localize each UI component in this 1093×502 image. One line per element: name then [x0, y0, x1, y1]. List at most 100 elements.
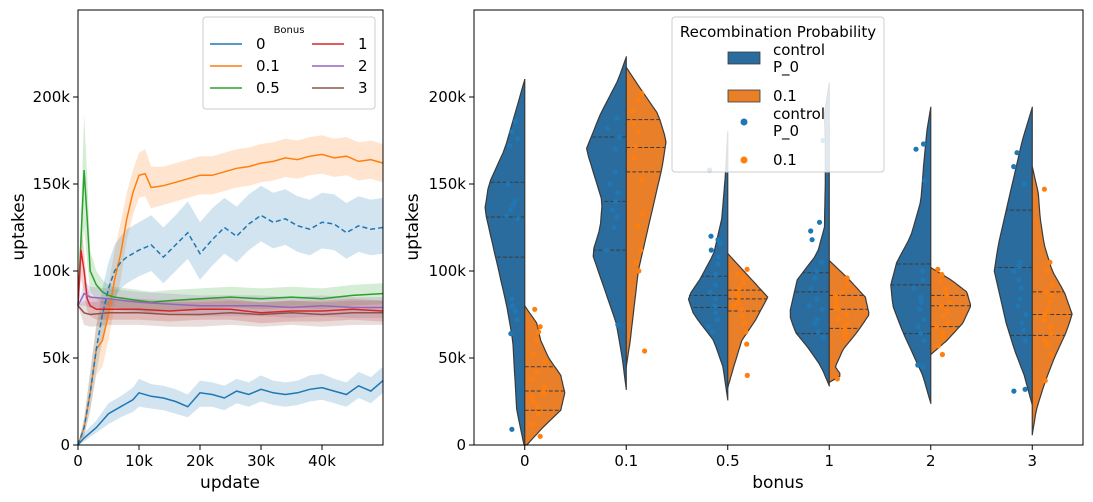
line-chart-x-label: update [200, 473, 260, 493]
data-point [708, 233, 714, 239]
data-point [918, 299, 925, 305]
x-tick-label: 30k [247, 452, 275, 470]
data-point [710, 329, 716, 335]
data-point [712, 282, 719, 288]
x-tick-label: 0.5 [716, 452, 740, 470]
data-point [636, 129, 642, 135]
data-point [509, 426, 515, 432]
data-point [506, 143, 513, 149]
data-point [714, 317, 720, 323]
line-chart-y-label: uptakes [9, 193, 29, 260]
data-point [814, 268, 820, 274]
data-point [1043, 289, 1049, 295]
data-point [530, 398, 536, 405]
data-point [913, 146, 919, 152]
series-band-0 [78, 366, 383, 445]
data-point [532, 306, 538, 312]
violin-chart-points [503, 90, 1055, 439]
data-point [635, 223, 641, 229]
data-point [614, 115, 620, 121]
data-point [834, 376, 841, 382]
violin-half-right [727, 253, 769, 389]
data-point [935, 343, 941, 349]
series-line-6 [77, 305, 383, 316]
data-point [616, 134, 622, 140]
data-point [820, 334, 826, 340]
data-point [841, 324, 848, 330]
data-point [1042, 378, 1048, 384]
data-point [1022, 181, 1028, 187]
violin-chart-y-ticks: 0 50k 100k 150k 200k [429, 88, 474, 454]
data-point [535, 404, 541, 410]
y-tick-label: 0 [456, 436, 466, 454]
data-point [844, 275, 850, 281]
data-point [734, 271, 741, 278]
data-point [638, 177, 645, 184]
data-point [844, 320, 851, 326]
x-tick-label: 10k [125, 452, 153, 470]
data-point [947, 299, 953, 305]
data-point [1014, 150, 1020, 156]
data-point [919, 268, 926, 274]
line-chart-legend: Bonus 0 0.1 0.5 1 2 3 [202, 16, 376, 110]
data-point [744, 266, 750, 272]
data-point [735, 299, 741, 305]
series-line-3 [77, 170, 384, 306]
data-point [1017, 296, 1023, 302]
data-point [1042, 338, 1048, 344]
data-point [536, 411, 542, 417]
data-point [515, 216, 521, 222]
data-point [509, 296, 515, 302]
data-point [938, 303, 945, 309]
data-point [1049, 282, 1055, 288]
y-tick-label: 150k [429, 175, 467, 193]
x-tick-label: 1 [824, 452, 834, 470]
y-tick-label: 200k [429, 88, 467, 106]
data-point [940, 329, 946, 335]
violin-half-left [484, 79, 526, 446]
data-point [715, 254, 722, 260]
line-chart-legend-title: Bonus [274, 25, 305, 36]
data-point [615, 322, 621, 328]
data-point [611, 224, 617, 231]
data-point [712, 303, 718, 309]
violin-chart-x-ticks: 0 0.1 0.5 1 2 3 [520, 445, 1037, 470]
x-tick-label: 3 [1027, 452, 1037, 470]
data-point [528, 393, 535, 399]
data-point [920, 277, 926, 283]
line-chart-series [77, 153, 384, 446]
data-point [918, 294, 924, 300]
data-point [840, 289, 846, 295]
data-point [612, 169, 618, 175]
data-point [534, 369, 540, 375]
legend-label: 0.1 [256, 57, 280, 75]
data-point [537, 324, 543, 330]
y-tick-label: 200k [33, 88, 71, 106]
legend-label: 0.1 [773, 151, 797, 169]
data-point [812, 275, 818, 281]
data-point [1047, 259, 1053, 265]
data-point [937, 278, 944, 284]
data-point [743, 329, 749, 335]
data-point [844, 311, 850, 318]
data-point [633, 259, 639, 265]
violin-half-left [585, 56, 628, 390]
data-point [530, 421, 536, 427]
line-chart-frame [77, 9, 384, 446]
y-tick-label: 150k [33, 175, 71, 193]
data-point [612, 146, 618, 152]
data-point [1045, 306, 1051, 312]
data-point [943, 285, 949, 291]
data-point [935, 266, 941, 272]
data-point [809, 237, 815, 243]
x-tick-label: 20k [186, 452, 214, 470]
series-band-1 [78, 135, 383, 446]
series-line-0 [77, 380, 384, 446]
data-point [921, 338, 927, 344]
data-point [1018, 285, 1024, 291]
data-point [604, 125, 610, 131]
legend-label: control P_0 [773, 105, 825, 141]
data-point [1048, 351, 1054, 358]
violin-chart-y-label: uptakes [403, 193, 423, 260]
legend-patch [727, 51, 761, 65]
